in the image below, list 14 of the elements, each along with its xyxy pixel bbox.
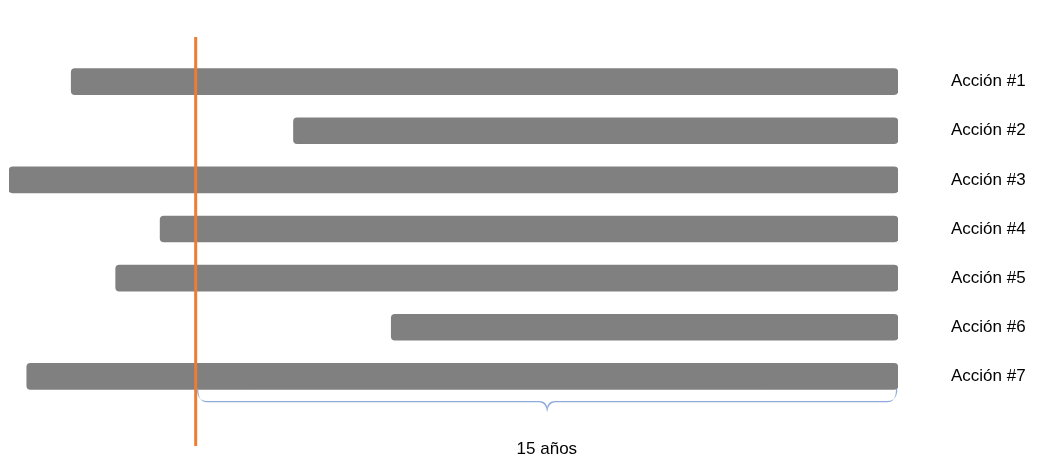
y-tick-label: Acción #2 <box>951 120 1026 140</box>
y-tick-label: Acción #6 <box>951 316 1026 336</box>
y-tick-label: Acción #1 <box>951 71 1026 91</box>
y-tick-label: Acción #5 <box>951 267 1026 287</box>
bar <box>9 166 898 194</box>
bar <box>159 215 898 243</box>
bar <box>70 68 898 95</box>
annotation: 15 años <box>515 439 579 459</box>
bar <box>293 117 898 145</box>
bar <box>115 264 898 292</box>
y-tick-label: Acción #7 <box>951 366 1026 386</box>
bar <box>390 313 898 341</box>
y-tick-label: Acción #3 <box>951 169 1026 189</box>
y-tick-label: Acción #4 <box>951 218 1026 238</box>
